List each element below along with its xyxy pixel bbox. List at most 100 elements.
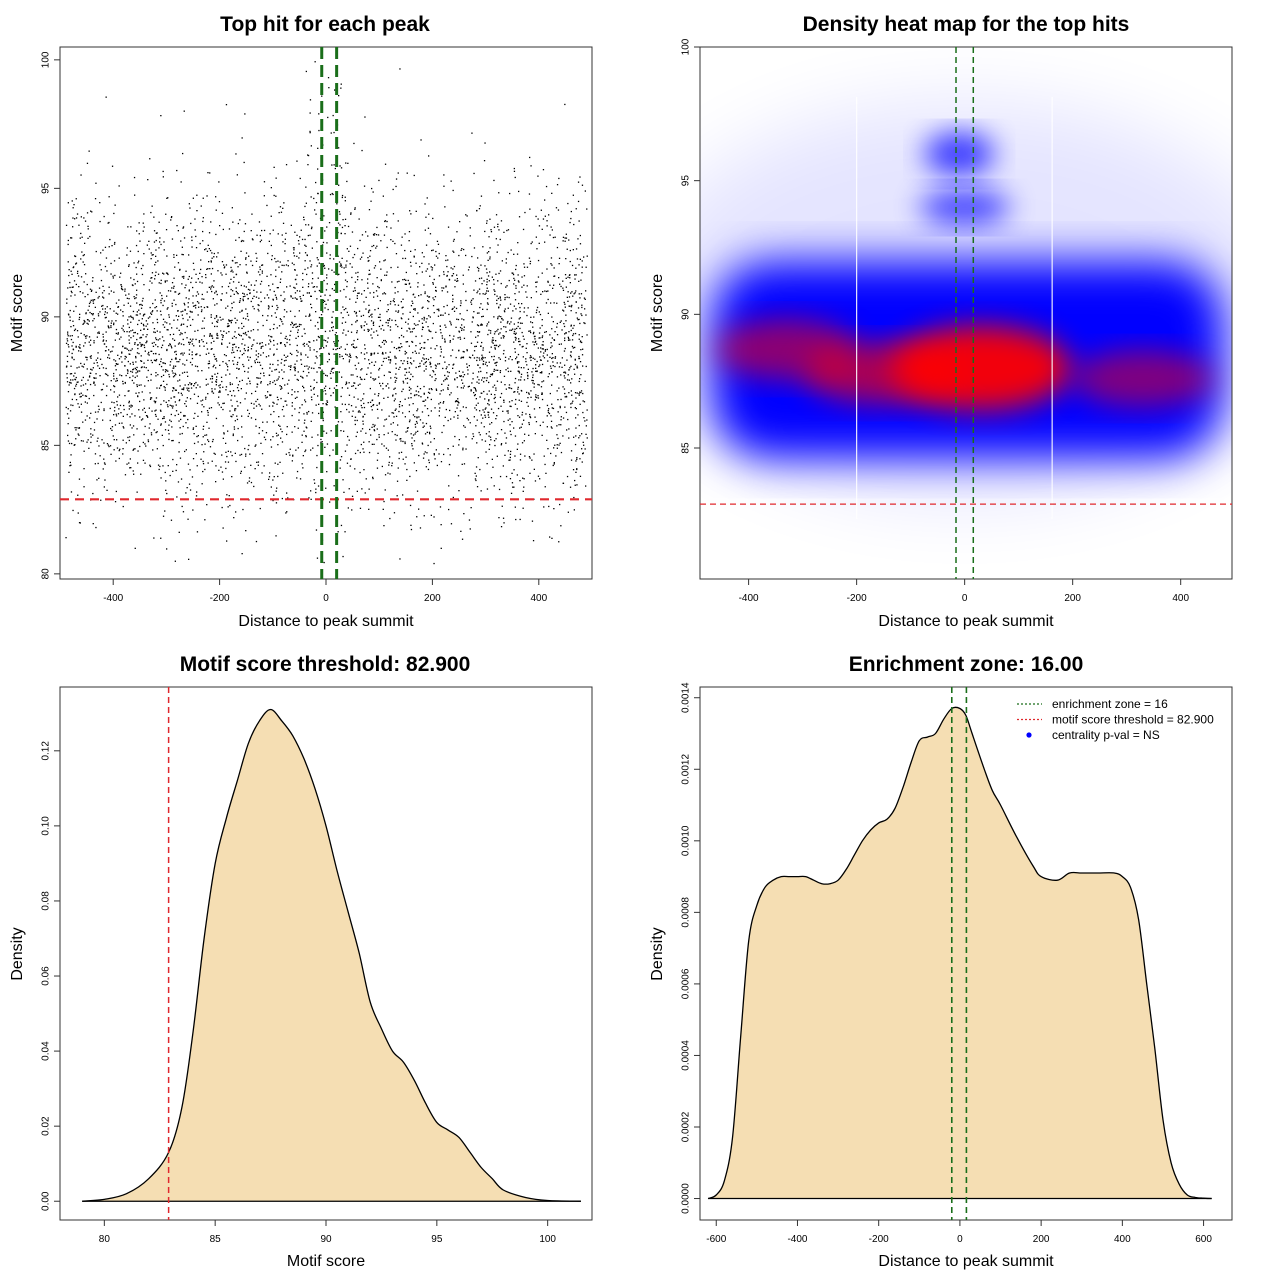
scatter-point — [423, 400, 425, 402]
scatter-point — [359, 471, 361, 474]
scatter-point — [410, 397, 412, 399]
scatter-point — [461, 329, 463, 331]
scatter-point — [90, 313, 93, 315]
scatter-point — [211, 460, 213, 462]
scatter-point — [460, 375, 462, 377]
scatter-point — [72, 320, 74, 322]
scatter-point — [278, 371, 280, 373]
scatter-point — [509, 387, 511, 389]
scatter-point — [259, 241, 261, 243]
scatter-point — [71, 200, 73, 202]
scatter-point — [404, 374, 406, 376]
scatter-point — [505, 369, 507, 371]
scatter-point — [152, 310, 154, 312]
scatter-point — [194, 218, 196, 220]
scatter-point — [210, 260, 212, 262]
scatter-point — [272, 421, 275, 423]
scatter-point — [490, 408, 493, 410]
scatter-point — [280, 294, 282, 297]
scatter-point — [168, 316, 170, 318]
scatter-point — [490, 439, 492, 441]
scatter-point — [112, 275, 114, 277]
scatter-point — [435, 378, 437, 380]
scatter-point — [188, 290, 190, 292]
scatter-point — [150, 252, 152, 254]
scatter-point — [148, 427, 150, 429]
scatter-point — [428, 330, 431, 332]
scatter-point — [457, 401, 460, 404]
scatter-point — [213, 353, 215, 356]
scatter-point — [190, 311, 192, 313]
x-tick-label: 0 — [323, 593, 329, 604]
scatter-point — [412, 434, 415, 436]
scatter-point — [484, 142, 486, 144]
scatter-point — [227, 430, 229, 432]
scatter-point — [247, 415, 249, 417]
scatter-point — [93, 429, 96, 431]
scatter-point — [367, 282, 369, 284]
scatter-point — [291, 402, 293, 404]
scatter-point — [132, 363, 134, 365]
scatter-point — [535, 215, 537, 218]
scatter-point — [504, 384, 506, 386]
scatter-point — [518, 338, 520, 340]
scatter-point — [97, 411, 99, 413]
scatter-point — [327, 308, 329, 311]
scatter-point — [89, 288, 92, 290]
scatter-point — [407, 362, 409, 365]
scatter-point — [550, 257, 553, 259]
scatter-point — [239, 350, 241, 352]
scatter-point — [397, 291, 399, 293]
scatter-point — [278, 212, 280, 214]
scatter-point — [523, 266, 526, 268]
scatter-point — [271, 336, 273, 338]
scatter-point — [340, 524, 343, 527]
scatter-point — [123, 408, 125, 411]
scatter-point — [417, 282, 419, 284]
scatter-point — [293, 252, 295, 254]
scatter-point — [267, 305, 270, 307]
scatter-point — [411, 443, 413, 445]
scatter-point — [354, 289, 356, 292]
scatter-point — [454, 279, 456, 281]
scatter-point — [277, 444, 279, 446]
scatter-point — [122, 289, 124, 291]
scatter-point — [170, 413, 172, 416]
scatter-point — [292, 326, 294, 328]
scatter-point — [363, 378, 366, 380]
scatter-point — [281, 431, 283, 433]
scatter-point — [248, 477, 251, 479]
scatter-point — [453, 306, 456, 308]
scatter-point — [459, 336, 461, 338]
scatter-point — [513, 486, 515, 488]
scatter-point — [327, 77, 330, 79]
scatter-point — [170, 219, 172, 221]
scatter-point — [357, 449, 359, 452]
scatter-point — [547, 298, 549, 301]
scatter-point — [207, 411, 209, 414]
scatter-point — [295, 449, 297, 451]
scatter-point — [454, 401, 457, 403]
scatter-point — [529, 263, 531, 265]
scatter-point — [316, 265, 318, 267]
scatter-point — [136, 333, 139, 335]
scatter-point — [363, 406, 366, 409]
scatter-point — [223, 330, 225, 332]
scatter-point — [65, 537, 67, 539]
scatter-point — [200, 306, 202, 308]
scatter-point — [415, 352, 417, 354]
scatter-point — [565, 258, 567, 260]
scatter-point — [579, 243, 582, 245]
scatter-point — [106, 385, 108, 387]
scatter-point — [202, 220, 204, 223]
scatter-point — [495, 344, 497, 347]
scatter-point — [569, 339, 571, 341]
scatter-point — [456, 386, 459, 388]
scatter-point — [167, 273, 169, 276]
scatter-point — [181, 432, 183, 435]
scatter-point — [505, 286, 507, 288]
scatter-point — [261, 264, 264, 266]
scatter-point — [513, 253, 515, 255]
scatter-point — [481, 283, 483, 285]
scatter-point — [176, 225, 178, 227]
